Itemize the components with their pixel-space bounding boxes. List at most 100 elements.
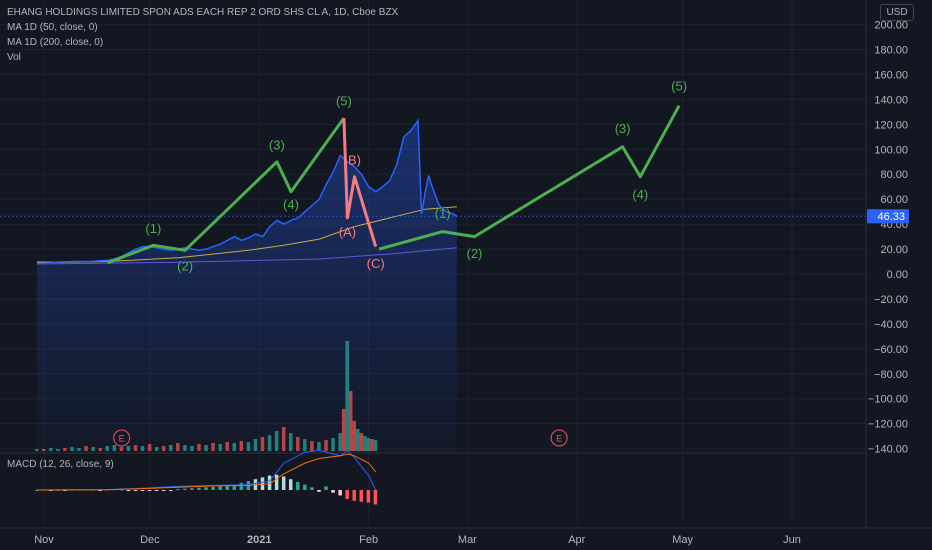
volume-bar <box>338 433 342 451</box>
y-tick-label: 20.00 <box>880 244 908 256</box>
wave-label: (2) <box>177 258 193 273</box>
macd-legend[interactable]: MACD (12, 26, close, 9) <box>7 459 114 470</box>
volume-bar <box>246 442 251 451</box>
volume-bar <box>63 448 67 451</box>
macd-histogram-bar <box>154 490 159 491</box>
volume-bar <box>42 449 46 451</box>
macd-histogram-bar <box>169 490 173 491</box>
macd-histogram-bar <box>239 482 244 490</box>
wave-label: (1) <box>435 206 451 221</box>
volume-bar <box>281 427 286 451</box>
macd-histogram-bar <box>338 490 342 496</box>
volume-bar <box>112 445 117 451</box>
volume-bar <box>225 442 229 451</box>
macd-panel <box>34 449 378 505</box>
y-tick-label: 60.00 <box>880 194 908 206</box>
volume-bar <box>218 444 222 451</box>
volume-bar <box>98 448 102 451</box>
macd-histogram-bar <box>204 487 208 490</box>
volume-bar <box>310 441 314 451</box>
volume-legend[interactable]: Vol <box>7 52 21 63</box>
y-tick-label: 0.00 <box>887 269 908 281</box>
x-tick-label: May <box>672 534 693 546</box>
earnings-marker-label: E <box>556 434 562 444</box>
volume-bars <box>34 341 378 451</box>
macd-histogram-bar <box>176 489 180 491</box>
y-tick-label: 160.00 <box>874 69 908 81</box>
volume-bar <box>232 443 237 451</box>
macd-histogram-bar <box>324 486 328 490</box>
correction_wave-line <box>342 118 378 248</box>
wave-label: (4) <box>632 187 648 202</box>
wave-label: (3) <box>269 137 285 152</box>
volume-bar <box>267 435 272 451</box>
macd-histogram-bar <box>317 490 321 492</box>
last-price-label: 46.33 <box>877 211 905 223</box>
macd-histogram-bar <box>310 487 314 490</box>
wave-label: (C) <box>367 256 385 271</box>
y-tick-label: −100.00 <box>868 394 908 406</box>
volume-bar <box>341 409 346 451</box>
price-series <box>0 118 866 263</box>
impulse_wave-line <box>106 117 346 265</box>
y-tick-label: 120.00 <box>874 119 908 131</box>
macd-histogram-bar <box>140 490 145 491</box>
macd-histogram-bar <box>63 490 67 491</box>
volume-bar <box>356 429 360 451</box>
wave-label: (2) <box>467 246 483 261</box>
volume-bar <box>161 446 166 451</box>
volume-bar <box>56 449 60 451</box>
volume-bar <box>126 446 131 451</box>
wave-label: (5) <box>336 94 352 109</box>
volume-bar <box>239 441 244 451</box>
macd-histogram-bar <box>296 481 300 490</box>
macd-histogram-bar <box>197 487 201 490</box>
volume-bar <box>183 445 187 451</box>
earnings-marker <box>550 429 568 447</box>
macd-histogram-bar <box>190 488 194 490</box>
volume-bar <box>296 437 300 451</box>
y-tick-label: −140.00 <box>868 444 908 456</box>
volume-bar <box>211 443 215 451</box>
macd-histogram-bar <box>119 489 124 491</box>
volume-bar <box>370 439 374 451</box>
volume-bar <box>366 438 371 451</box>
volume-bar <box>253 439 258 451</box>
macd-histogram-bar <box>331 490 335 493</box>
macd-histogram-bar <box>303 484 307 490</box>
y-tick-label: 180.00 <box>874 45 908 57</box>
x-tick-label: 2021 <box>247 534 271 546</box>
volume-bar <box>169 445 173 451</box>
macd-histogram-bar <box>359 490 364 502</box>
macd-histogram-bar <box>126 490 131 491</box>
last-price-badge <box>867 209 909 224</box>
macd-histogram-bar <box>288 479 293 490</box>
macd-histogram-bar <box>34 490 39 491</box>
macd-histogram-bar <box>225 485 229 490</box>
x-tick-label: Nov <box>34 534 54 546</box>
currency-button[interactable]: USD <box>880 4 914 21</box>
symbol-title[interactable]: EHANG HOLDINGS LIMITED SPON ADS EACH REP… <box>7 7 399 18</box>
volume-bar <box>105 446 110 451</box>
volume-bar <box>274 431 279 451</box>
wave-label: (4) <box>283 197 299 212</box>
volume-bar <box>197 444 201 451</box>
volume-bar <box>324 440 328 451</box>
x-tick-label: Mar <box>458 534 477 546</box>
volume-bar <box>34 449 39 451</box>
macd-histogram-bar <box>211 486 215 490</box>
volume-bar <box>49 448 53 451</box>
ma50-line <box>36 206 457 264</box>
y-tick-label: 140.00 <box>874 94 908 106</box>
ma200-legend[interactable]: MA 1D (200, close, 0) <box>7 37 104 48</box>
macd-histogram-bar <box>147 490 152 492</box>
ma50-legend[interactable]: MA 1D (50, close, 0) <box>7 22 98 33</box>
y-tick-label: −60.00 <box>874 344 908 356</box>
y-tick-label: −20.00 <box>874 294 908 306</box>
wave-label: (1) <box>145 221 161 236</box>
volume-bar <box>140 446 145 451</box>
wave-label: (5) <box>671 79 687 94</box>
volume-bar <box>260 437 265 451</box>
